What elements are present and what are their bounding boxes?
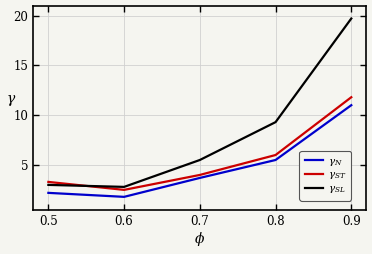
- $\gamma_N$: [122, 195, 126, 198]
- Legend: $\gamma_N$, $\gamma_{ST}$, $\gamma_{SL}$: $\gamma_N$, $\gamma_{ST}$, $\gamma_{SL}$: [299, 151, 351, 200]
- $\gamma_N$: [349, 104, 353, 107]
- $\gamma_{SL}$: [198, 158, 202, 162]
- $\gamma_{ST}$: [46, 180, 51, 183]
- $\gamma_{ST}$: [273, 153, 278, 156]
- $\gamma_{ST}$: [122, 188, 126, 192]
- Line: $\gamma_{SL}$: $\gamma_{SL}$: [48, 19, 351, 187]
- $\gamma_{SL}$: [122, 185, 126, 188]
- $\gamma_{SL}$: [46, 183, 51, 186]
- $\gamma_{ST}$: [198, 173, 202, 177]
- Line: $\gamma_{ST}$: $\gamma_{ST}$: [48, 97, 351, 190]
- $\gamma_{SL}$: [349, 17, 353, 20]
- Y-axis label: $\gamma$: $\gamma$: [6, 93, 16, 108]
- $\gamma_{ST}$: [349, 96, 353, 99]
- $\gamma_N$: [273, 158, 278, 162]
- $\gamma_{SL}$: [273, 121, 278, 124]
- Line: $\gamma_N$: $\gamma_N$: [48, 105, 351, 197]
- $\gamma_N$: [198, 176, 202, 179]
- X-axis label: $\phi$: $\phi$: [194, 230, 205, 248]
- $\gamma_N$: [46, 191, 51, 194]
